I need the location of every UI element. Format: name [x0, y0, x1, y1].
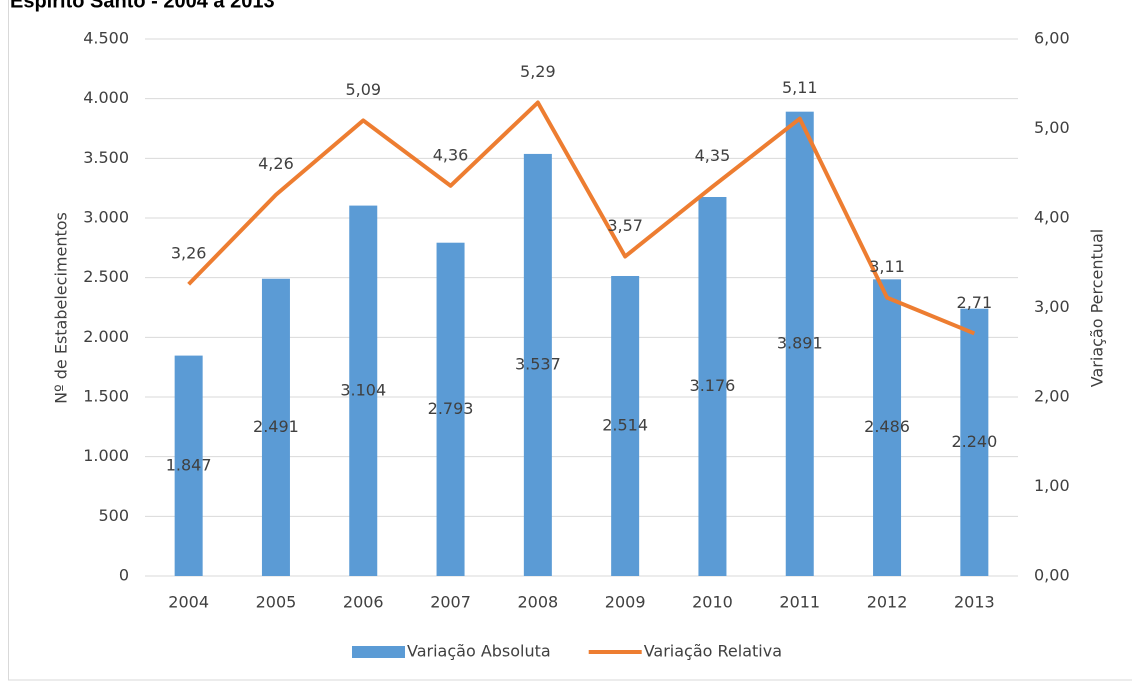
y-tick-label: 500	[98, 506, 129, 525]
y2-tick-label: 6,00	[1034, 29, 1070, 48]
bar	[349, 205, 378, 576]
data-label: 3,11	[869, 257, 905, 276]
y2-tick-label: 1,00	[1034, 476, 1070, 495]
x-tick-label: 2005	[256, 593, 297, 612]
data-label: 3.891	[777, 333, 823, 352]
data-label: 2.486	[864, 417, 910, 436]
x-tick-label: 2006	[343, 593, 384, 612]
bar	[261, 278, 290, 576]
y-axis-title: Nº de Estabelecimentos	[52, 212, 71, 404]
bar	[523, 153, 552, 576]
y-tick-label: 0	[119, 566, 129, 585]
y2-tick-label: 4,00	[1034, 208, 1070, 227]
data-label: 2.514	[602, 415, 648, 434]
data-label: 4,35	[695, 146, 731, 165]
y-tick-label: 3.000	[83, 208, 129, 227]
y2-tick-label: 2,00	[1034, 387, 1070, 406]
y2-tick-label: 3,00	[1034, 297, 1070, 316]
chart-frame	[8, 0, 1132, 681]
chart-title: Espírito Santo - 2004 a 2013	[10, 0, 275, 12]
legend-label: Variação Relativa	[644, 642, 782, 661]
data-label: 3,57	[607, 216, 643, 235]
y-tick-label: 2.000	[83, 327, 129, 346]
y2-tick-label: 5,00	[1034, 118, 1070, 137]
bar	[698, 196, 727, 577]
x-tick-label: 2013	[954, 593, 995, 612]
x-tick-label: 2012	[867, 593, 908, 612]
bar	[785, 111, 814, 576]
data-label: 1.847	[166, 455, 212, 474]
y2-axis-title: Variação Percentual	[1088, 229, 1107, 387]
data-label: 5,29	[520, 62, 556, 81]
data-label: 2.793	[428, 399, 474, 418]
legend-label: Variação Absoluta	[407, 642, 551, 661]
bar	[174, 355, 203, 576]
legend-swatch	[352, 646, 405, 658]
bar	[873, 279, 902, 576]
data-label: 2,71	[957, 293, 993, 312]
x-tick-label: 2011	[779, 593, 820, 612]
bar	[960, 308, 989, 576]
data-label: 3.104	[340, 380, 386, 399]
line	[187, 100, 976, 336]
y-tick-label: 1.000	[83, 446, 129, 465]
data-label: 2.240	[951, 432, 997, 451]
data-label: 3.176	[690, 376, 736, 395]
x-tick-label: 2008	[517, 593, 558, 612]
x-tick-label: 2009	[605, 593, 646, 612]
y-tick-label: 4.000	[83, 88, 129, 107]
x-tick-label: 2007	[430, 593, 471, 612]
bar	[611, 275, 640, 576]
data-label: 3,26	[171, 244, 207, 263]
y-tick-label: 1.500	[83, 387, 129, 406]
data-label: 2.491	[253, 417, 299, 436]
data-label: 4,36	[433, 145, 469, 164]
x-tick-label: 2010	[692, 593, 733, 612]
data-label: 4,26	[258, 154, 294, 173]
y2-tick-label: 0,00	[1034, 566, 1070, 585]
data-label: 5,11	[782, 78, 818, 97]
data-label: 5,09	[345, 80, 381, 99]
data-label: 3.537	[515, 354, 561, 373]
x-tick-label: 2004	[168, 593, 209, 612]
y-tick-label: 2.500	[83, 267, 129, 286]
y-tick-label: 4.500	[83, 29, 129, 48]
bar	[436, 242, 465, 576]
y-tick-label: 3.500	[83, 148, 129, 167]
